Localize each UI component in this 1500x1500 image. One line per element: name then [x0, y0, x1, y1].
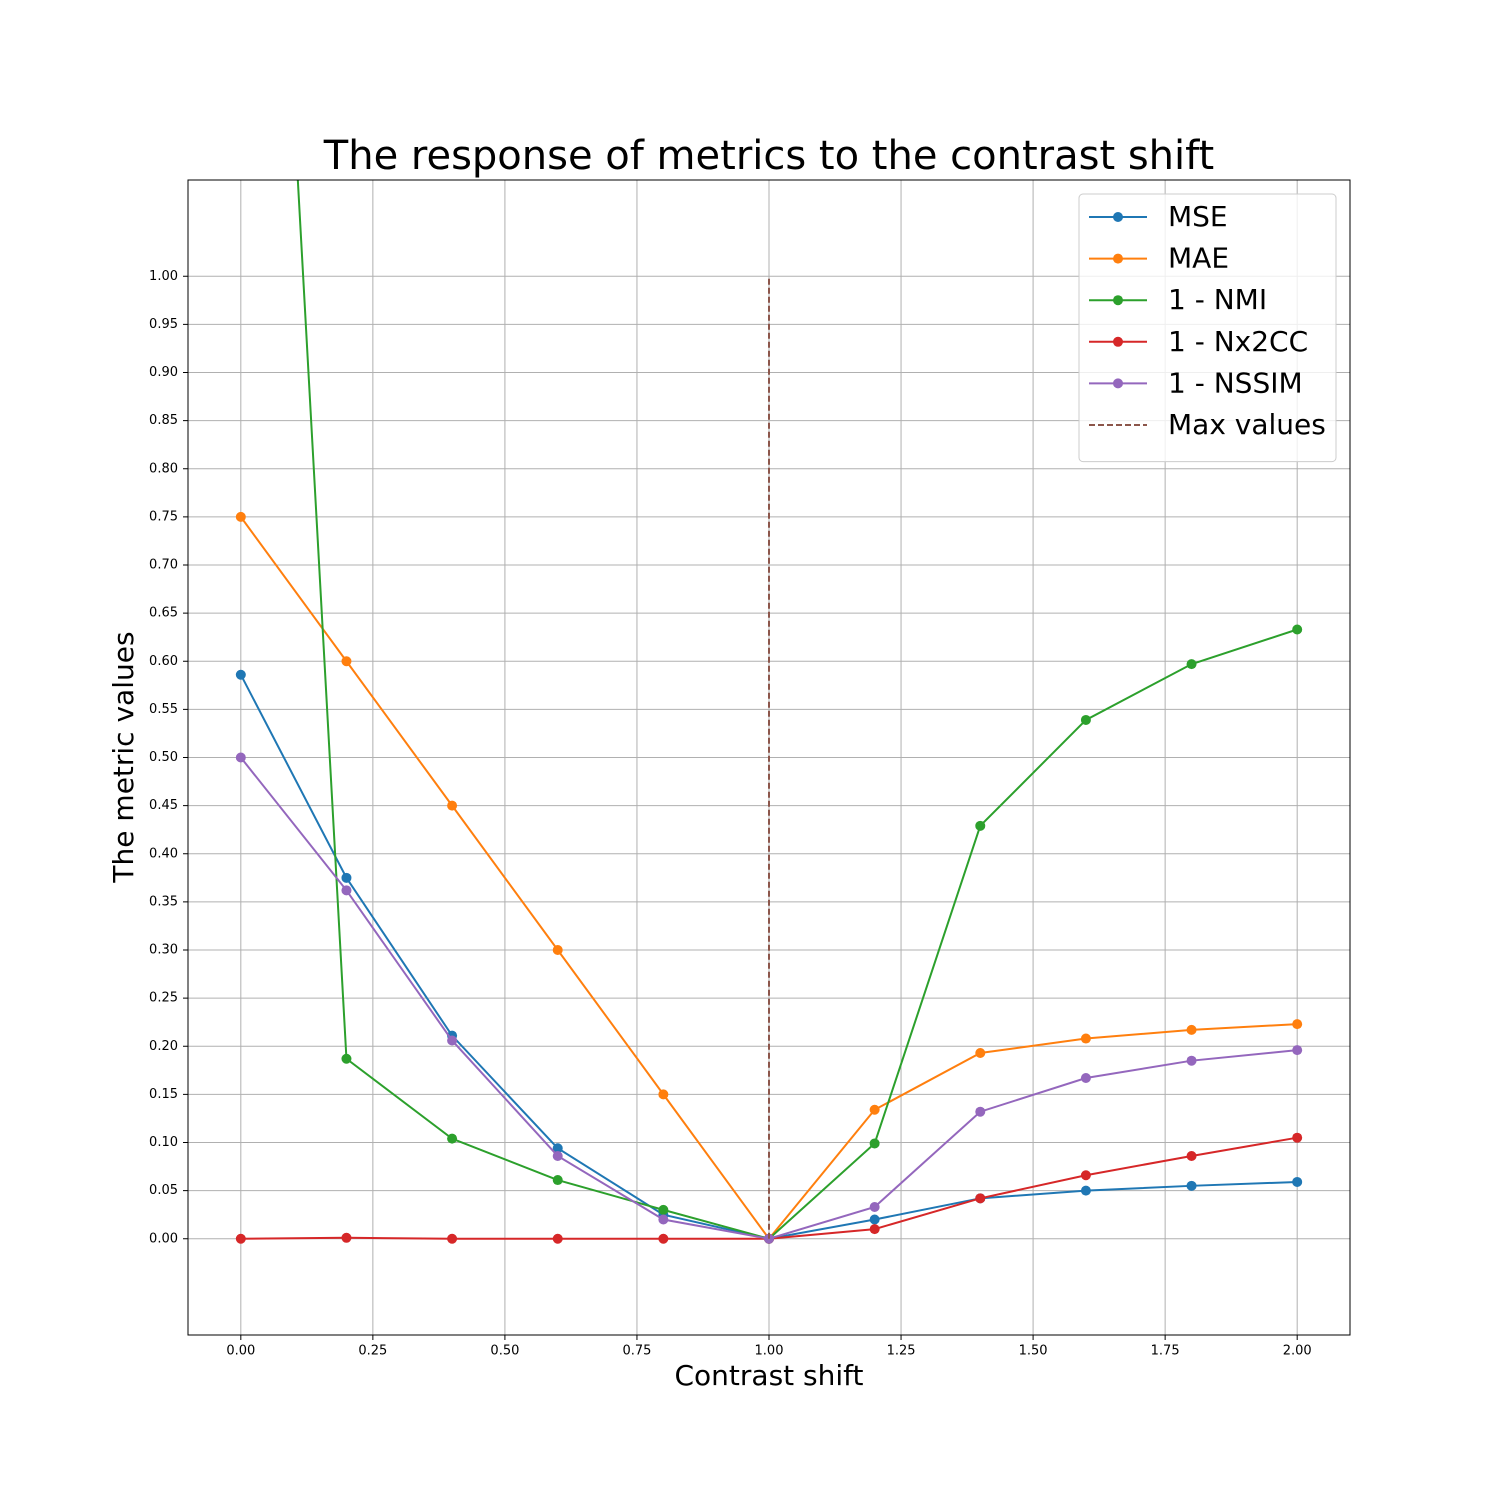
x-tick-label: 1.00 — [755, 1344, 784, 1359]
x-tick-label: 0.00 — [226, 1344, 255, 1359]
y-tick-label: 0.05 — [149, 1183, 178, 1198]
y-tick-label: 0.35 — [149, 894, 178, 909]
data-point — [1080, 1185, 1091, 1196]
data-point — [869, 1201, 880, 1212]
y-tick-label: 0.60 — [149, 654, 178, 669]
data-point — [975, 1047, 986, 1058]
data-point — [1292, 1045, 1303, 1056]
data-point — [1186, 1150, 1197, 1161]
x-tick-label: 1.25 — [887, 1344, 916, 1359]
legend-marker — [1113, 212, 1123, 222]
data-point — [552, 1175, 563, 1186]
data-point — [341, 885, 352, 896]
ticks: 0.00 0.25 0.50 0.75 1.00 1.25 1.50 1.75 2.00 0.00… — [149, 269, 1312, 1359]
y-tick-label: 0.95 — [149, 317, 178, 332]
data-point — [447, 800, 458, 811]
data-point — [1186, 1024, 1197, 1035]
data-point — [552, 1143, 563, 1154]
data-point — [1080, 714, 1091, 725]
y-axis-label: The metric values — [107, 631, 140, 883]
data-point — [869, 1138, 880, 1149]
data-point — [447, 1233, 458, 1244]
y-tick-label: 0.80 — [149, 461, 178, 476]
data-point — [975, 1193, 986, 1204]
data-point — [1186, 659, 1197, 670]
x-tick-label: 0.25 — [358, 1344, 387, 1359]
legend-label: 1 - Nx2CC — [1168, 325, 1308, 358]
data-point — [235, 752, 246, 763]
data-point — [447, 1133, 458, 1144]
y-tick-label: 0.65 — [149, 606, 178, 621]
x-tick-label: 2.00 — [1283, 1344, 1312, 1359]
data-point — [552, 1150, 563, 1161]
x-tick-label: 0.50 — [490, 1344, 519, 1359]
legend-marker — [1113, 253, 1123, 264]
data-point — [658, 1233, 669, 1244]
x-tick-label: 1.50 — [1019, 1344, 1048, 1359]
legend-marker — [1113, 336, 1123, 347]
data-point — [552, 945, 563, 955]
data-point — [975, 1106, 986, 1117]
y-tick-label: 0.25 — [149, 991, 178, 1006]
legend-label: 1 - NSSIM — [1168, 366, 1303, 399]
data-point — [1080, 1073, 1091, 1084]
legend-label: MSE — [1168, 200, 1228, 233]
legend-label: Max values — [1168, 408, 1326, 441]
data-point — [869, 1224, 880, 1235]
legend: MSE MAE 1 - NMI 1 - Nx2CC 1 - NSSIM Max value… — [1078, 193, 1337, 463]
data-point — [658, 1089, 669, 1100]
x-tick-label: 1.75 — [1151, 1344, 1180, 1359]
data-point — [235, 669, 246, 680]
plot-area — [235, 180, 1303, 1244]
y-tick-label: 0.30 — [149, 943, 178, 958]
data-point — [658, 1214, 669, 1225]
y-tick-label: 0.85 — [149, 413, 178, 428]
data-point — [975, 820, 986, 831]
data-point — [1080, 1170, 1091, 1181]
x-tick-label: 0.75 — [622, 1344, 651, 1359]
legend-marker — [1113, 378, 1123, 389]
data-point — [1186, 1180, 1197, 1191]
y-tick-label: 0.20 — [149, 1039, 178, 1054]
data-point — [235, 511, 246, 522]
data-point — [552, 1233, 563, 1244]
data-point — [1292, 624, 1303, 635]
y-tick-label: 0.40 — [149, 846, 178, 861]
y-tick-label: 0.55 — [149, 702, 178, 717]
data-point — [447, 1035, 458, 1046]
data-point — [1186, 1055, 1197, 1066]
data-point — [869, 1104, 880, 1115]
legend-marker — [1113, 295, 1123, 306]
legend-box — [1078, 193, 1337, 463]
legend-label: 1 - NMI — [1168, 283, 1267, 316]
y-tick-label: 0.70 — [149, 558, 178, 573]
y-tick-label: 0.75 — [149, 509, 178, 524]
x-axis-label: Contrast shift — [675, 1359, 864, 1392]
data-point — [1080, 1033, 1091, 1044]
y-tick-label: 0.45 — [149, 798, 178, 813]
data-point — [341, 1053, 352, 1064]
y-tick-label: 0.50 — [149, 750, 178, 765]
y-tick-label: 0.90 — [149, 365, 178, 380]
data-point — [869, 1214, 880, 1225]
data-point — [341, 872, 352, 883]
data-point — [341, 656, 352, 667]
data-point — [1292, 1176, 1303, 1187]
y-tick-label: 0.10 — [149, 1135, 178, 1150]
chart-title: The response of metrics to the contrast … — [323, 133, 1214, 179]
y-tick-label: 1.00 — [149, 269, 178, 284]
data-point — [341, 1232, 352, 1243]
data-point — [235, 1233, 246, 1244]
data-point — [1292, 1132, 1303, 1143]
y-tick-label: 0.15 — [149, 1087, 178, 1102]
data-point — [1292, 1019, 1303, 1030]
legend-label: MAE — [1168, 242, 1229, 275]
y-tick-label: 0.00 — [149, 1231, 178, 1246]
data-point — [658, 1204, 669, 1215]
